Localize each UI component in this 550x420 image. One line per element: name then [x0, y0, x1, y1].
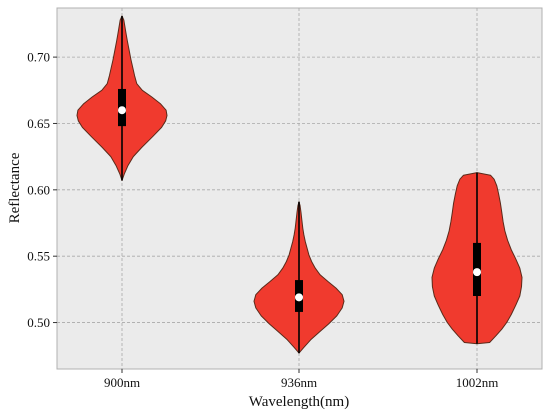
y-tick-label: 0.65 — [27, 116, 50, 131]
violin-median-marker — [118, 106, 126, 115]
y-axis-title: Reflectance — [7, 152, 23, 223]
violin-median-marker — [473, 268, 481, 277]
x-tick-label: 936nm — [281, 375, 317, 390]
violin-1002nm — [431, 172, 523, 345]
axis-ticks: 0.50 0.55 0.60 0.65 0.70 900nm 936nm 1002nm — [27, 50, 498, 390]
violins — [76, 15, 523, 354]
x-tick-label: 900nm — [104, 375, 140, 390]
violin-936nm — [253, 201, 345, 354]
violin-900nm — [76, 15, 168, 181]
y-tick-label: 0.70 — [27, 50, 50, 65]
violin-median-marker — [295, 293, 303, 302]
x-tick-label: 1002nm — [456, 375, 499, 390]
y-tick-label: 0.60 — [27, 182, 50, 197]
y-tick-label: 0.55 — [27, 249, 50, 264]
x-axis-title: Wavelength(nm) — [249, 394, 349, 410]
y-tick-label: 0.50 — [27, 315, 50, 330]
